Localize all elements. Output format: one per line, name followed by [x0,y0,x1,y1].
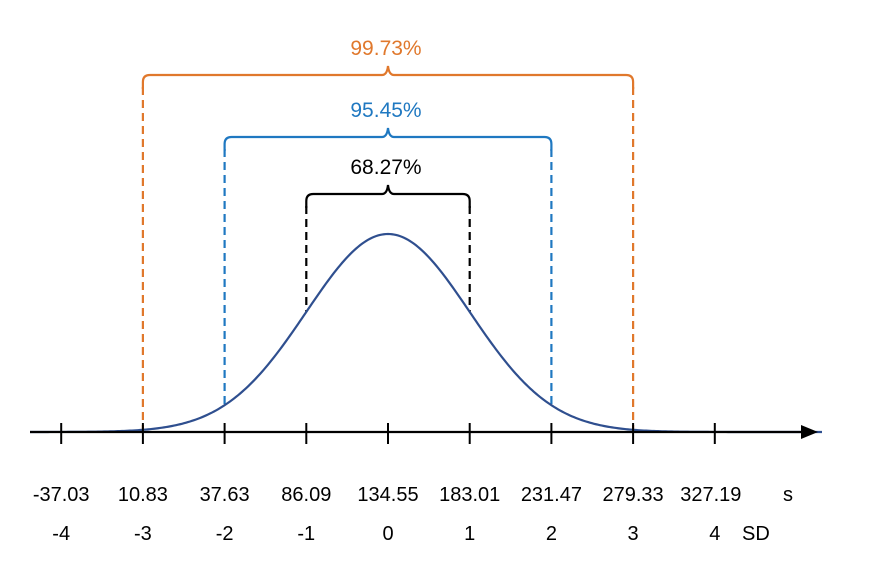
bracket-percent-label: 95.45% [350,99,421,122]
tick-label-sd: -1 [297,523,315,545]
confidence-brackets: 99.73% 95.45% 68.27% [141,37,635,430]
tick-label-sd: -2 [216,523,234,545]
bracket-line [223,127,553,151]
normal-curve [30,232,822,434]
tick-label-seconds: 10.83 [118,484,168,506]
tick-label-seconds: 86.09 [281,484,331,506]
tick-label-sd: -4 [52,523,70,545]
tick-label-seconds: -37.03 [33,484,90,506]
axis-ticks: -37.03 -4 10.83 -3 37.63 -2 86.09 -1 134.55 0 183.… [33,423,741,545]
tick-label-seconds: 279.33 [603,484,664,506]
bracket-line [141,65,635,89]
tick-label-sd: 0 [382,523,393,545]
bracket-2sd: 95.45% [223,99,553,406]
tick-label-seconds: 231.47 [521,484,582,506]
tick-label-sd: 2 [546,523,557,545]
bracket-1sd: 68.27% [305,156,471,312]
x-axis-arrowhead [801,425,818,439]
tick-label-sd: 3 [628,523,639,545]
tick-label-seconds: 134.55 [357,484,418,506]
seconds-unit-label: s [783,484,793,506]
bracket-percent-label: 99.73% [350,37,421,60]
tick-label-seconds: 327.19 [680,484,741,506]
sd-unit-label: SD [742,523,770,545]
tick-label-seconds: 37.63 [200,484,250,506]
tick-label-sd: -3 [134,523,152,545]
bracket-3sd: 99.73% [141,37,635,430]
tick-label-sd: 4 [709,523,720,545]
bracket-percent-label: 68.27% [350,156,421,179]
tick-label-seconds: 183.01 [439,484,500,506]
bracket-line [305,184,471,208]
tick-label-sd: 1 [464,523,475,545]
